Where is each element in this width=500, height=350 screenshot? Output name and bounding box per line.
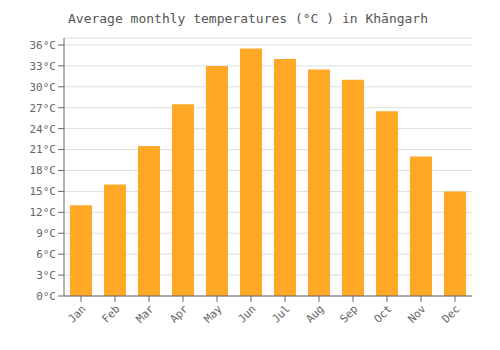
svg-text:30°C: 30°C (30, 81, 57, 94)
svg-text:Oct: Oct (371, 302, 394, 325)
svg-text:Aug: Aug (303, 302, 326, 325)
svg-text:Jul: Jul (269, 302, 292, 325)
svg-text:18°C: 18°C (30, 164, 57, 177)
svg-text:Sep: Sep (337, 302, 360, 325)
svg-text:27°C: 27°C (30, 102, 57, 115)
svg-text:Mar: Mar (133, 302, 157, 326)
svg-text:May: May (201, 302, 225, 326)
svg-text:Apr: Apr (167, 302, 191, 326)
svg-text:21°C: 21°C (30, 143, 57, 156)
svg-text:9°C: 9°C (36, 227, 56, 240)
html-text:Average monthly temperatures (: Average monthly temperatures (°C ) in Kh… (68, 11, 428, 26)
svg-text:Jan: Jan (65, 302, 88, 325)
svg-text:15°C: 15°C (30, 185, 57, 198)
svg-text:Nov: Nov (405, 302, 429, 326)
svg-text:Dec: Dec (439, 302, 462, 325)
svg-text:6°C: 6°C (36, 248, 56, 261)
svg-text:33°C: 33°C (30, 60, 57, 73)
svg-text:24°C: 24°C (30, 123, 57, 136)
svg-text:Feb: Feb (99, 302, 122, 325)
svg-text:3°C: 3°C (36, 269, 56, 282)
svg-text:0°C: 0°C (36, 290, 56, 303)
svg-text:36°C: 36°C (30, 39, 57, 52)
svg-text:Jun: Jun (235, 302, 258, 325)
svg-text:12°C: 12°C (30, 206, 57, 219)
